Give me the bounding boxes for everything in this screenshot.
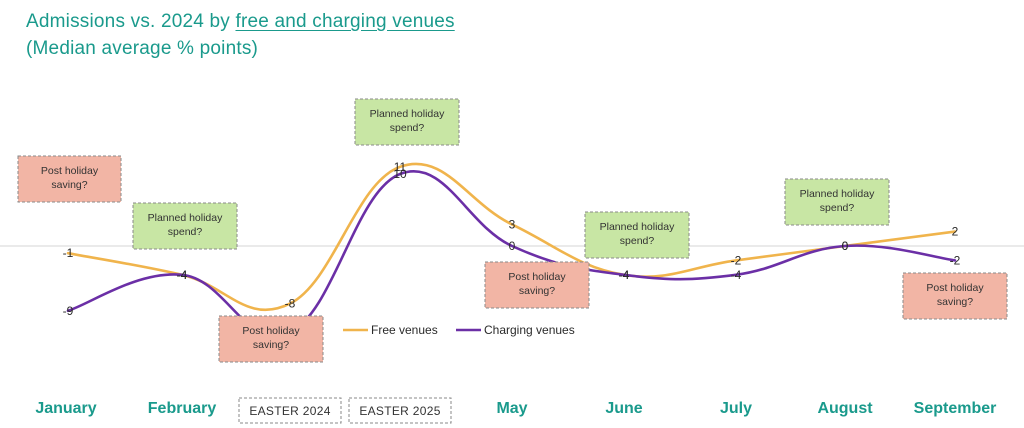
data-label-free-venues-2: -8 — [285, 297, 296, 311]
annotation-box — [784, 178, 890, 226]
legend-item-charging-venues: Charging venues — [456, 323, 575, 337]
category-label-september: September — [914, 400, 997, 417]
data-label-charging-venues-7: 0 — [842, 239, 849, 253]
annotation-text: Post holiday — [242, 325, 300, 337]
data-label-free-venues-1: -4 — [177, 268, 188, 282]
annotation-text: spend? — [620, 235, 655, 247]
data-label-free-venues-4: 3 — [509, 217, 516, 231]
series-line-charging-venues — [66, 170, 957, 337]
annotation-box — [17, 155, 122, 203]
legend-item-free-venues: Free venues — [343, 323, 438, 337]
legend-label: Charging venues — [484, 323, 575, 337]
category-label-june: June — [605, 400, 642, 417]
category-box — [348, 397, 452, 424]
data-label-free-venues-6: -2 — [731, 253, 742, 267]
data-label-charging-venues-8: -2 — [950, 253, 961, 267]
category-label-february: February — [148, 400, 217, 417]
title-line-2: (Median average % points) — [26, 38, 259, 59]
series-line-free-venues — [66, 162, 957, 311]
category-box-easter-2025: EASTER 2025 — [348, 397, 452, 424]
data-label-charging-venues-6: -4 — [731, 268, 742, 282]
data-label-charging-venues-4: 0 — [509, 239, 516, 253]
title-prefix: Admissions vs. 2024 by — [26, 11, 236, 32]
annotation-spend-1: Planned holiday spend? — [132, 202, 238, 250]
annotation-text: Post holiday — [508, 271, 566, 283]
annotation-saving-7: Post holiday saving? — [902, 272, 1008, 320]
category-label-may: May — [496, 400, 527, 417]
category-label-august: August — [817, 400, 873, 417]
annotation-text: spend? — [820, 202, 855, 214]
annotation-spend-5: Planned holiday spend? — [584, 211, 690, 259]
annotation-spend-6: Planned holiday spend? — [784, 178, 890, 226]
annotation-box — [354, 98, 460, 146]
category-box — [238, 397, 342, 424]
data-label-free-venues-5: -4 — [619, 268, 630, 282]
annotation-text: Planned holiday — [800, 188, 875, 200]
annotation-text: Post holiday — [41, 165, 99, 177]
annotation-text: spend? — [168, 226, 203, 238]
category-label-july: July — [720, 400, 752, 417]
annotation-text: saving? — [937, 296, 973, 308]
annotation-saving-4: Post holiday saving? — [484, 261, 590, 309]
chart-title: Admissions vs. 2024 by free and charging… — [26, 8, 455, 62]
annotation-box — [132, 202, 238, 250]
annotation-text: spend? — [390, 122, 425, 134]
annotation-spend-3: Planned holiday spend? — [354, 98, 460, 146]
annotation-box — [584, 211, 690, 259]
data-label-charging-venues-0: -9 — [63, 304, 74, 318]
category-label: EASTER 2025 — [359, 404, 440, 418]
legend-label: Free venues — [371, 323, 438, 337]
category-label-january: January — [35, 400, 96, 417]
annotation-saving-2: Post holiday saving? — [218, 315, 324, 363]
annotation-box — [484, 261, 590, 309]
title-link[interactable]: free and charging venues — [235, 11, 455, 32]
annotation-text: Planned holiday — [370, 108, 445, 120]
category-box-easter-2024: EASTER 2024 — [238, 397, 342, 424]
category-label: EASTER 2024 — [249, 404, 330, 418]
annotation-saving-0: Post holiday saving? — [17, 155, 122, 203]
data-label-charging-venues-5: -4 — [619, 268, 630, 282]
annotation-text: saving? — [519, 285, 555, 297]
annotation-text: Post holiday — [926, 282, 984, 294]
annotation-text: Planned holiday — [600, 221, 675, 233]
data-label-charging-venues-1: -4 — [177, 268, 188, 282]
title-line-1: Admissions vs. 2024 by free and charging… — [26, 8, 455, 35]
annotation-box — [902, 272, 1008, 320]
data-label-free-venues-0: -1 — [63, 246, 74, 260]
data-label-free-venues-3: 11 — [394, 160, 407, 174]
data-label-charging-venues-3: 10 — [393, 167, 407, 181]
annotation-box — [218, 315, 324, 363]
annotation-text: saving? — [51, 179, 87, 191]
data-label-free-venues-7: 0 — [842, 239, 849, 253]
data-label-free-venues-8: 2 — [952, 225, 959, 239]
annotation-text: saving? — [253, 339, 289, 351]
annotation-text: Planned holiday — [148, 212, 223, 224]
